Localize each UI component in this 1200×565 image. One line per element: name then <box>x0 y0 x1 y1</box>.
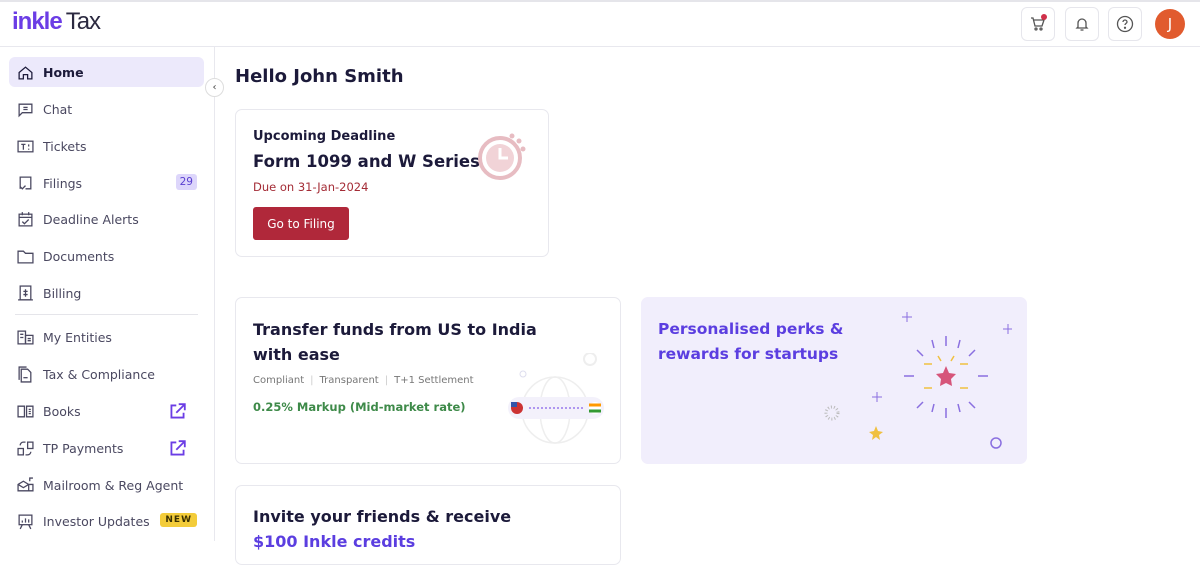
sidebar-item-label: Tax & Compliance <box>43 366 155 382</box>
sidebar-item-filings[interactable]: Filings 29 <box>9 168 204 198</box>
sidebar-item-label: TP Payments <box>43 440 124 456</box>
sidebar-item-mailroom-reg-agent[interactable]: Mailroom & Reg Agent <box>9 470 204 500</box>
notifications-button[interactable] <box>1065 7 1099 41</box>
fireworks-illustration <box>824 312 1012 449</box>
perks-card[interactable]: Personalised perks & rewards for startup… <box>641 297 1027 464</box>
transfer-icon <box>17 440 34 456</box>
mailbox-icon <box>17 476 34 491</box>
globe-transfer-illustration <box>508 353 604 444</box>
clock-icon <box>478 133 526 180</box>
tag: T+1 Settlement <box>394 375 474 386</box>
help-button[interactable] <box>1108 7 1142 41</box>
ticket-icon <box>17 140 34 152</box>
tag: Compliant <box>253 375 305 386</box>
presentation-icon <box>18 513 33 529</box>
logo[interactable]: inkle Tax <box>12 8 101 35</box>
folder-icon <box>17 250 34 264</box>
book-icon <box>17 405 34 417</box>
filing-icon <box>19 175 32 190</box>
sidebar-badge: NEW <box>160 513 197 527</box>
transfer-title: Transfer funds from US to India with eas… <box>253 320 537 364</box>
invite-card[interactable]: Invite your friends & receive $100 Inkle … <box>235 485 621 565</box>
sidebar-item-investor-updates[interactable]: Investor Updates NEW <box>9 506 204 536</box>
page-title: Hello John Smith <box>235 66 404 87</box>
deadline-due-date: Due on 31-Jan-2024 <box>253 180 369 194</box>
sidebar-divider <box>15 314 198 315</box>
external-link-icon <box>170 440 186 456</box>
sidebar-item-billing[interactable]: Billing <box>9 278 204 308</box>
sidebar-item-tp-payments[interactable]: TP Payments <box>9 433 204 463</box>
sidebar-item-home[interactable]: Home <box>9 57 204 87</box>
help-icon <box>1116 15 1134 33</box>
chat-icon <box>18 103 33 117</box>
sidebar-item-chat[interactable]: Chat <box>9 94 204 124</box>
documents-icon <box>18 365 32 383</box>
notification-dot <box>1041 14 1047 20</box>
sidebar-item-label: Home <box>43 64 84 80</box>
building-icon <box>17 329 34 345</box>
sidebar-item-label: Investor Updates <box>43 513 150 529</box>
sidebar-item-documents[interactable]: Documents <box>9 241 204 271</box>
calendar-check-icon <box>18 211 33 227</box>
sidebar-item-label: Chat <box>43 101 73 117</box>
transfer-funds-card[interactable]: Transfer funds from US to India with eas… <box>235 297 621 464</box>
home-icon <box>18 65 33 80</box>
transfer-tags: Compliant | Transparent | T+1 Settlement <box>253 375 474 386</box>
sidebar-item-label: Billing <box>43 285 82 301</box>
tag: Transparent <box>319 375 379 386</box>
deadline-form: Form 1099 and W Series <box>253 152 480 171</box>
cart-button[interactable] <box>1021 7 1055 41</box>
avatar[interactable]: J <box>1155 9 1185 39</box>
cart-icon <box>1031 17 1045 31</box>
top-header: inkle Tax J <box>0 0 1200 47</box>
sidebar-item-label: Tickets <box>43 138 87 154</box>
sidebar-item-label: Mailroom & Reg Agent <box>43 477 184 493</box>
deadline-card: Upcoming Deadline Form 1099 and W Series… <box>235 109 549 257</box>
sidebar-item-label: Deadline Alerts <box>43 211 139 227</box>
deadline-label: Upcoming Deadline <box>253 129 396 144</box>
invite-credits: $100 Inkle credits <box>253 532 416 551</box>
sidebar-item-label: Books <box>43 403 81 419</box>
chevron-left-icon: ‹ <box>212 82 217 93</box>
sidebar-item-label: Documents <box>43 248 115 264</box>
sidebar-item-my-entities[interactable]: My Entities <box>9 322 204 352</box>
transfer-markup: 0.25% Markup (Mid-market rate) <box>253 400 466 414</box>
billing-icon <box>18 284 33 301</box>
perks-title: Personalised perks & rewards for startup… <box>658 320 844 363</box>
sidebar-item-tickets[interactable]: Tickets <box>9 131 204 161</box>
sidebar-item-label: My Entities <box>43 329 112 345</box>
go-to-filing-button[interactable]: Go to Filing <box>253 207 349 240</box>
sidebar-item-books[interactable]: Books <box>9 396 204 426</box>
collapse-sidebar-button[interactable]: ‹ <box>205 78 224 97</box>
sidebar: Home Chat Tickets Filings 29 Deadline Alerts D… <box>0 47 215 541</box>
sidebar-item-label: Filings <box>43 175 83 191</box>
invite-title: Invite your friends & receive $100 Inkle … <box>253 507 512 551</box>
sidebar-item-deadline-alerts[interactable]: Deadline Alerts <box>9 204 204 234</box>
external-link-icon <box>170 403 186 419</box>
bell-icon <box>1075 18 1089 31</box>
sidebar-item-tax-compliance[interactable]: Tax & Compliance <box>9 359 204 389</box>
sidebar-badge: 29 <box>175 174 197 190</box>
